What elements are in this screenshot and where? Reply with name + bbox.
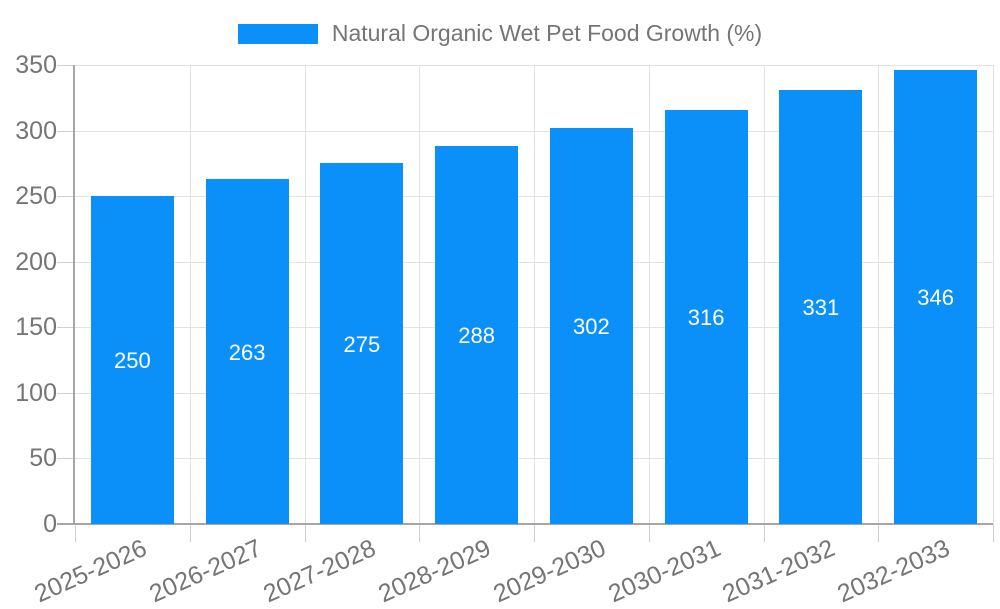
bar-2030-2031 bbox=[664, 109, 748, 524]
bar-2025-2026 bbox=[90, 196, 174, 524]
y-axis-tick bbox=[57, 458, 75, 460]
x-axis-tick bbox=[304, 524, 306, 542]
x-axis-label: 2031-2032 bbox=[718, 534, 840, 609]
bar-value-label: 250 bbox=[114, 348, 151, 374]
x-axis-label: 2030-2031 bbox=[603, 534, 725, 609]
x-axis-label: 2029-2030 bbox=[489, 534, 610, 609]
x-axis-label: 2025-2026 bbox=[30, 534, 151, 609]
bar-2029-2030 bbox=[549, 127, 633, 524]
x-gridline bbox=[763, 65, 765, 524]
x-axis-tick bbox=[75, 524, 76, 542]
x-axis-label: 2026-2027 bbox=[144, 534, 266, 609]
bar-value-label: 346 bbox=[917, 285, 954, 311]
bar-value-label: 288 bbox=[458, 323, 495, 349]
y-axis-label: 200 bbox=[15, 247, 57, 276]
legend: Natural Organic Wet Pet Food Growth (%) bbox=[0, 20, 1000, 47]
y-axis-tick bbox=[57, 327, 75, 329]
y-axis-label: 350 bbox=[15, 51, 57, 79]
bar-2026-2027 bbox=[205, 179, 289, 524]
x-gridline bbox=[304, 65, 306, 524]
bar-value-label: 275 bbox=[343, 331, 381, 357]
bar-value-label: 263 bbox=[228, 339, 266, 365]
y-axis-tick bbox=[57, 130, 75, 132]
y-axis-label: 50 bbox=[29, 444, 57, 473]
x-axis-tick bbox=[648, 524, 650, 542]
x-axis-label: 2027-2028 bbox=[259, 534, 381, 609]
y-axis-line bbox=[73, 65, 75, 525]
x-axis-label: 2032-2033 bbox=[833, 534, 955, 609]
x-axis-tick bbox=[189, 524, 191, 542]
bar-2032-2033 bbox=[894, 70, 978, 524]
x-gridline bbox=[534, 65, 535, 524]
x-gridline bbox=[189, 65, 191, 524]
bar-2028-2029 bbox=[435, 146, 519, 524]
bar-value-label: 302 bbox=[573, 313, 610, 339]
x-gridline bbox=[878, 65, 880, 524]
legend-label[interactable]: Natural Organic Wet Pet Food Growth (%) bbox=[331, 20, 763, 46]
bar-value-label: 331 bbox=[802, 294, 840, 320]
y-axis-label: 100 bbox=[15, 378, 57, 407]
x-axis-line bbox=[57, 523, 993, 525]
x-gridline bbox=[648, 65, 650, 524]
y-axis-tick bbox=[57, 392, 75, 394]
y-axis-label: 250 bbox=[15, 182, 57, 211]
y-axis-tick bbox=[57, 261, 75, 263]
x-axis-tick bbox=[993, 524, 994, 542]
x-gridline bbox=[419, 65, 421, 524]
y-axis-label: 0 bbox=[43, 510, 57, 538]
x-gridline bbox=[993, 65, 994, 524]
y-axis-tick bbox=[57, 65, 75, 66]
legend-swatch-icon[interactable] bbox=[237, 23, 318, 44]
y-axis-tick bbox=[57, 196, 75, 198]
x-axis-tick bbox=[419, 524, 421, 542]
x-axis-tick bbox=[878, 524, 880, 542]
x-axis-tick bbox=[763, 524, 765, 542]
y-axis-label: 300 bbox=[15, 116, 57, 145]
bar-2027-2028 bbox=[320, 163, 404, 524]
bar-value-label: 316 bbox=[687, 304, 725, 330]
y-axis-label: 150 bbox=[15, 313, 57, 342]
x-axis-tick bbox=[534, 524, 535, 542]
bar-2031-2032 bbox=[779, 89, 863, 524]
x-axis-label: 2028-2029 bbox=[374, 534, 496, 609]
